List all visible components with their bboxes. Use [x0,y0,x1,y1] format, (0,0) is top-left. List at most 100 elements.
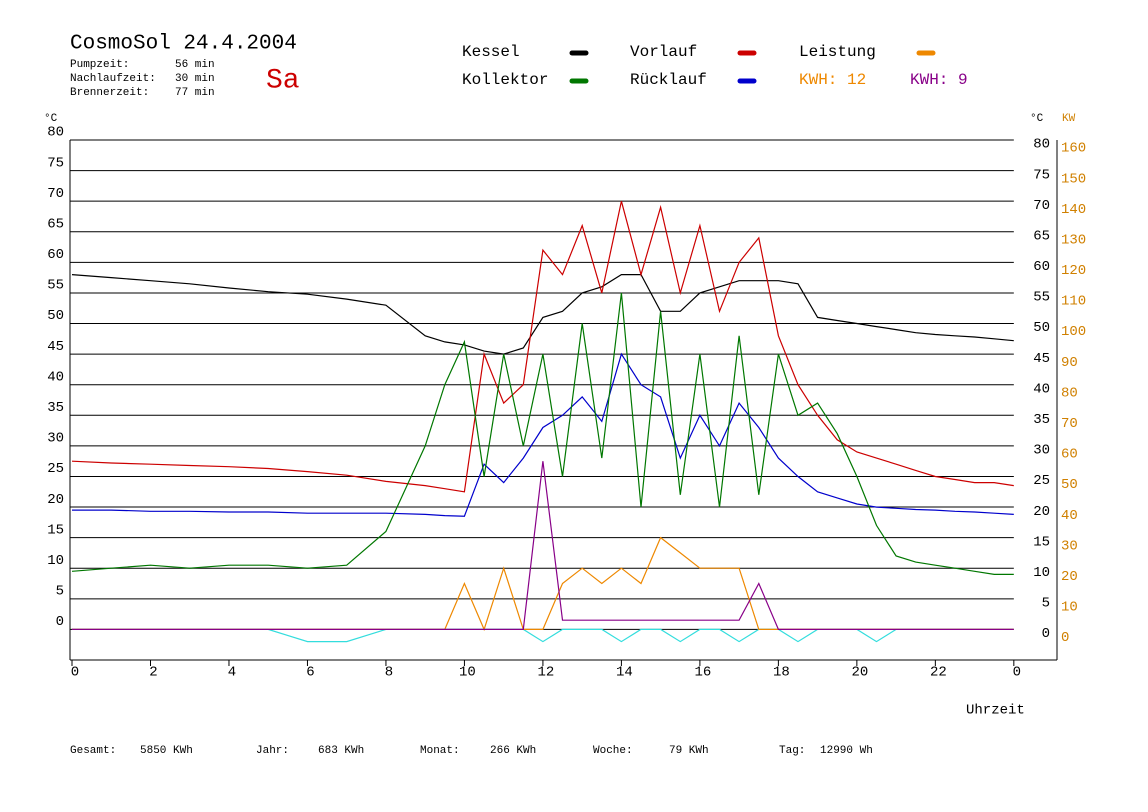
y2-tick-label: 30 [1061,538,1078,554]
kwh-label: KWH: 12 [799,71,866,89]
y-tick-label: 40 [47,369,64,385]
total-label: Jahr: [256,745,289,757]
y-tick-label: 75 [47,155,64,171]
legend-label: Vorlauf [630,43,697,61]
y-tick-label: 65 [47,216,64,232]
y-tick-label: 35 [47,400,64,416]
y-tick-label-right: 75 [1033,167,1050,183]
y2-axis-label: KW [1062,113,1076,125]
y-tick-label: 15 [47,522,64,538]
y-tick-label: 80 [47,125,64,141]
y-tick-label-right: 65 [1033,228,1050,244]
y-tick-label-right: 5 [1042,596,1050,612]
series-line [72,461,1014,630]
series-line [71,292,1014,575]
y2-tick-label: 130 [1061,232,1086,248]
y-tick-label-right: 45 [1033,351,1050,367]
weekday: Sa [266,65,300,96]
x-tick-label: 18 [773,665,790,681]
y2-tick-label: 10 [1061,600,1078,616]
x-tick-label: 10 [459,665,476,681]
x-tick-label: 8 [385,665,393,681]
y-tick-label-right: 35 [1033,412,1050,428]
total-label: Tag: [779,745,805,757]
y-tick-label-right: 20 [1033,504,1050,520]
info-value: 77 min [175,87,215,99]
y-tick-label: 10 [47,553,64,569]
y2-tick-label: 50 [1061,477,1078,493]
x-axis-label: Uhrzeit [966,703,1025,719]
x-tick-label: 16 [694,665,711,681]
legend-label: Leistung [799,43,876,61]
total-value: 5850 KWh [140,745,193,757]
series-line [71,201,1014,493]
total-label: Gesamt: [70,745,116,757]
y-tick-label-right: 55 [1033,290,1050,306]
y-tick-label: 55 [47,278,64,294]
y-tick-label-right: 60 [1033,259,1050,275]
y2-tick-label: 80 [1061,385,1078,401]
y-tick-label-right: 40 [1033,381,1050,397]
y-tick-label-right: 10 [1033,565,1050,581]
y-axis-label: °C [44,113,58,125]
total-label: Monat: [420,745,460,757]
y-tick-label: 50 [47,308,64,324]
y2-tick-label: 20 [1061,569,1078,585]
chart-title: CosmoSol 24.4.2004 [70,33,297,56]
y-tick-label-right: 30 [1033,443,1050,459]
y2-tick-label: 70 [1061,416,1078,432]
y-tick-label: 25 [47,461,64,477]
y2-tick-label: 120 [1061,263,1086,279]
y2-tick-label: 140 [1061,202,1086,218]
legend-label: Rücklauf [630,71,707,89]
info-value: 30 min [175,73,215,85]
y2-tick-label: 40 [1061,508,1078,524]
total-value: 79 KWh [669,745,709,757]
y2-tick-label: 150 [1061,171,1086,187]
x-tick-label: 12 [538,665,555,681]
y-tick-label: 0 [56,614,64,630]
y-tick-label: 20 [47,492,64,508]
x-tick-label: 14 [616,665,633,681]
y2-tick-label: 60 [1061,447,1078,463]
info-label: Nachlaufzeit: [70,73,156,85]
y-axis-label-right: °C [1030,113,1044,125]
info-value: 56 min [175,59,215,71]
info-label: Brennerzeit: [70,87,149,99]
series-line [72,628,1014,643]
y-tick-label-right: 25 [1033,473,1050,489]
y-tick-label-right: 70 [1033,198,1050,214]
x-tick-label: 2 [149,665,157,681]
y2-tick-label: 90 [1061,355,1078,371]
y-tick-label-right: 0 [1042,626,1050,642]
x-tick-label: 20 [851,665,868,681]
kwh-label: KWH: 9 [910,71,968,89]
total-value: 683 KWh [318,745,364,757]
x-tick-label: 6 [306,665,314,681]
x-tick-label: 0 [71,665,79,681]
legend-label: Kollektor [462,71,548,89]
legend-label: Kessel [462,43,520,61]
y-tick-label-right: 80 [1033,137,1050,153]
x-tick-label: 4 [228,665,236,681]
y-tick-label: 30 [47,431,64,447]
series-line [72,352,1014,517]
total-label: Woche: [593,745,633,757]
y-tick-label-right: 15 [1033,534,1050,550]
total-value: 12990 Wh [820,745,873,757]
y2-tick-label: 0 [1061,630,1069,646]
x-tick-label: 22 [930,665,947,681]
x-tick-label: 0 [1013,665,1021,681]
y-tick-label-right: 50 [1033,320,1050,336]
series-line [71,274,1014,355]
y2-tick-label: 110 [1061,294,1086,310]
info-label: Pumpzeit: [70,59,129,71]
y-tick-label: 5 [56,584,64,600]
y-tick-label: 70 [47,186,64,202]
y2-tick-label: 100 [1061,324,1086,340]
total-value: 266 KWh [490,745,536,757]
y-tick-label: 45 [47,339,64,355]
y-tick-label: 60 [47,247,64,263]
series-line [72,536,1014,632]
